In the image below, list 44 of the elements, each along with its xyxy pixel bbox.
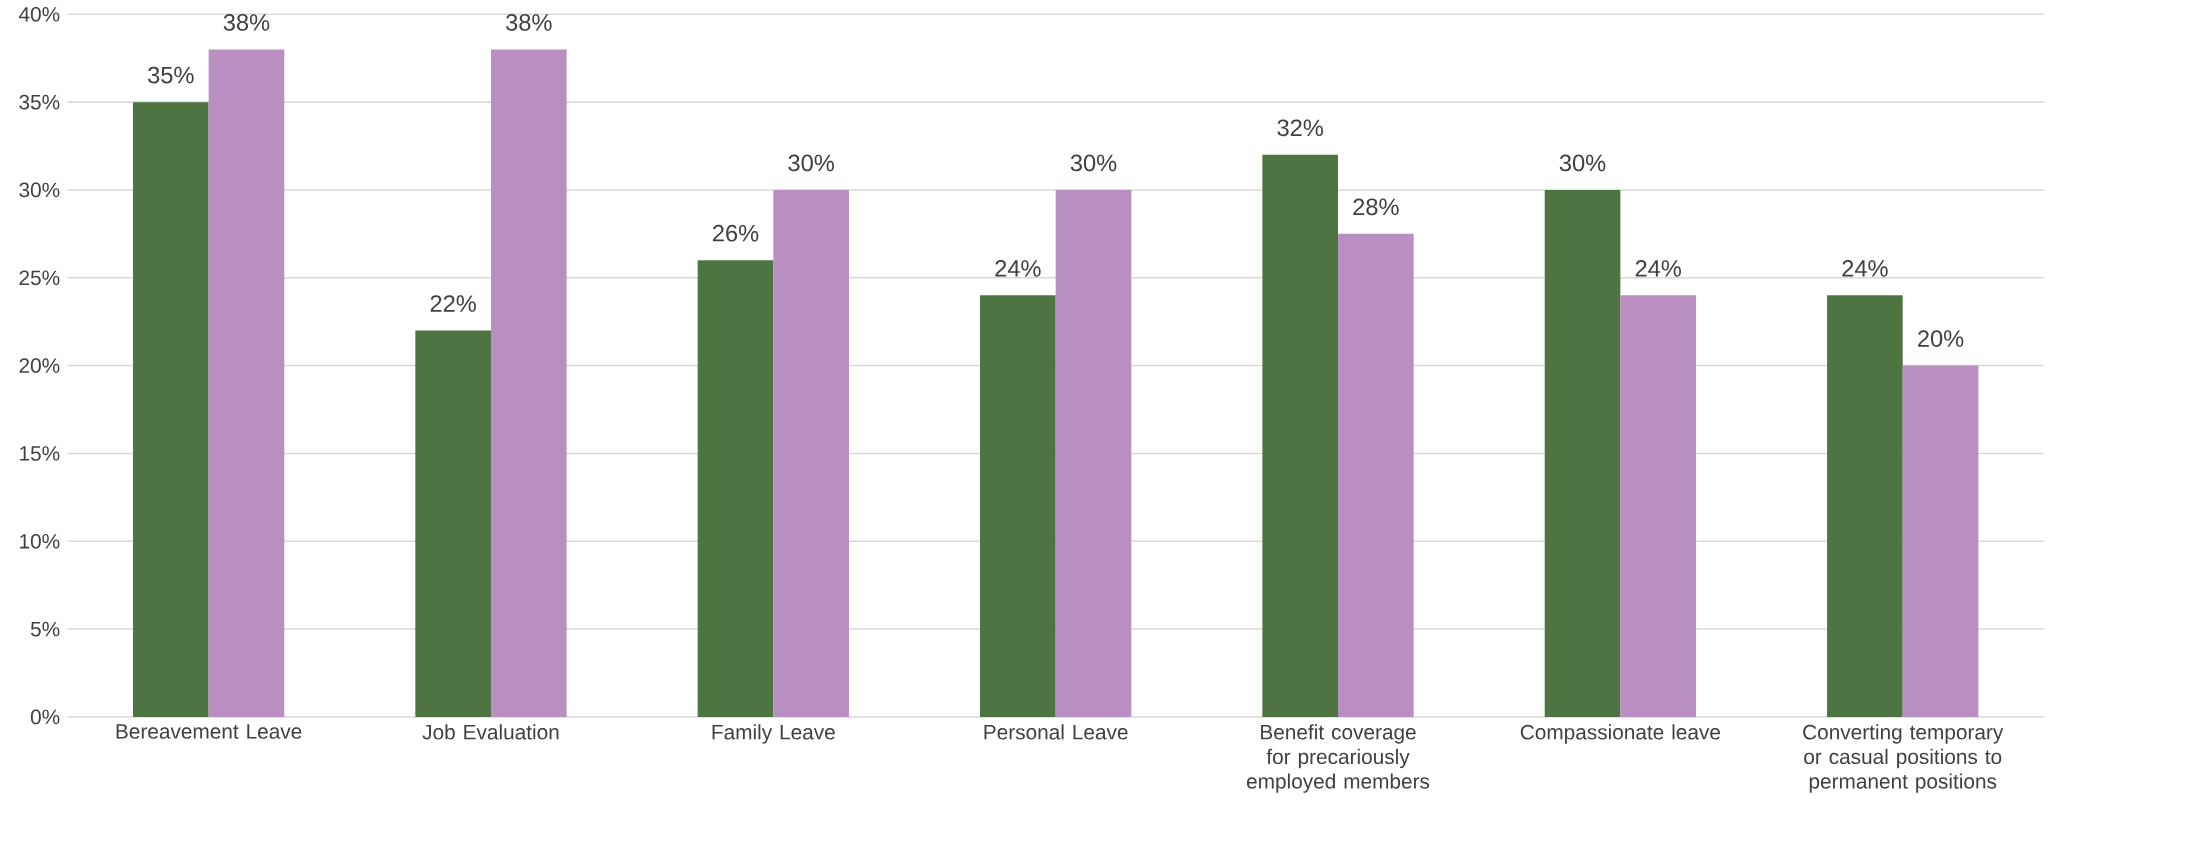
bar: [1338, 234, 1414, 718]
y-tick-label: 35%: [19, 94, 60, 110]
data-label: 24%: [1842, 260, 1888, 277]
y-tick-label: 20%: [19, 358, 60, 374]
x-tick-label: Benefit coverage for precariously employed members: [1246, 724, 1430, 794]
y-tick-label: 10%: [20, 534, 60, 549]
bar: [1902, 365, 1979, 718]
data-label: 20%: [1918, 330, 1964, 348]
data-label: 30%: [1559, 154, 1606, 172]
bar: [208, 49, 285, 718]
data-label: 24%: [1635, 260, 1682, 277]
bar: [1055, 190, 1132, 718]
x-tick-label: Personal Leave: [984, 724, 1128, 740]
bar: [490, 49, 567, 718]
y-tick-label: 30%: [19, 182, 60, 198]
data-label: 30%: [1070, 154, 1117, 172]
x-tick-label: Job Evaluation: [422, 724, 559, 740]
data-label: 22%: [430, 295, 476, 313]
data-label: 28%: [1353, 198, 1399, 216]
y-tick-label: 0%: [30, 709, 60, 725]
data-label: 26%: [713, 225, 759, 242]
data-label: 32%: [1277, 119, 1324, 137]
bar: [1620, 295, 1697, 718]
x-tick-label: Bereavement Leave: [116, 724, 302, 739]
x-tick-label: Family Leave: [712, 724, 835, 744]
y-tick-label: 15%: [20, 446, 60, 461]
bar: [132, 102, 209, 718]
y-tick-label: 5%: [30, 622, 60, 637]
bar: [697, 260, 774, 718]
x-tick-label: Converting temporary or casual positions to permanent positions: [1803, 724, 2004, 794]
bar: [773, 190, 849, 718]
bar: [1827, 295, 1903, 718]
bar: [980, 295, 1056, 718]
x-tick-label: Compassionate leave: [1520, 724, 1721, 744]
bar: [1262, 155, 1339, 718]
y-tick-label: 25%: [19, 270, 60, 286]
bar: [415, 330, 491, 718]
y-tick-label: 40%: [18, 7, 60, 22]
data-label: 24%: [995, 260, 1041, 277]
data-label: 38%: [223, 14, 270, 31]
bar: [1544, 190, 1621, 718]
data-label: 35%: [148, 66, 194, 84]
data-label: 38%: [506, 14, 552, 31]
data-label: 30%: [788, 154, 834, 172]
